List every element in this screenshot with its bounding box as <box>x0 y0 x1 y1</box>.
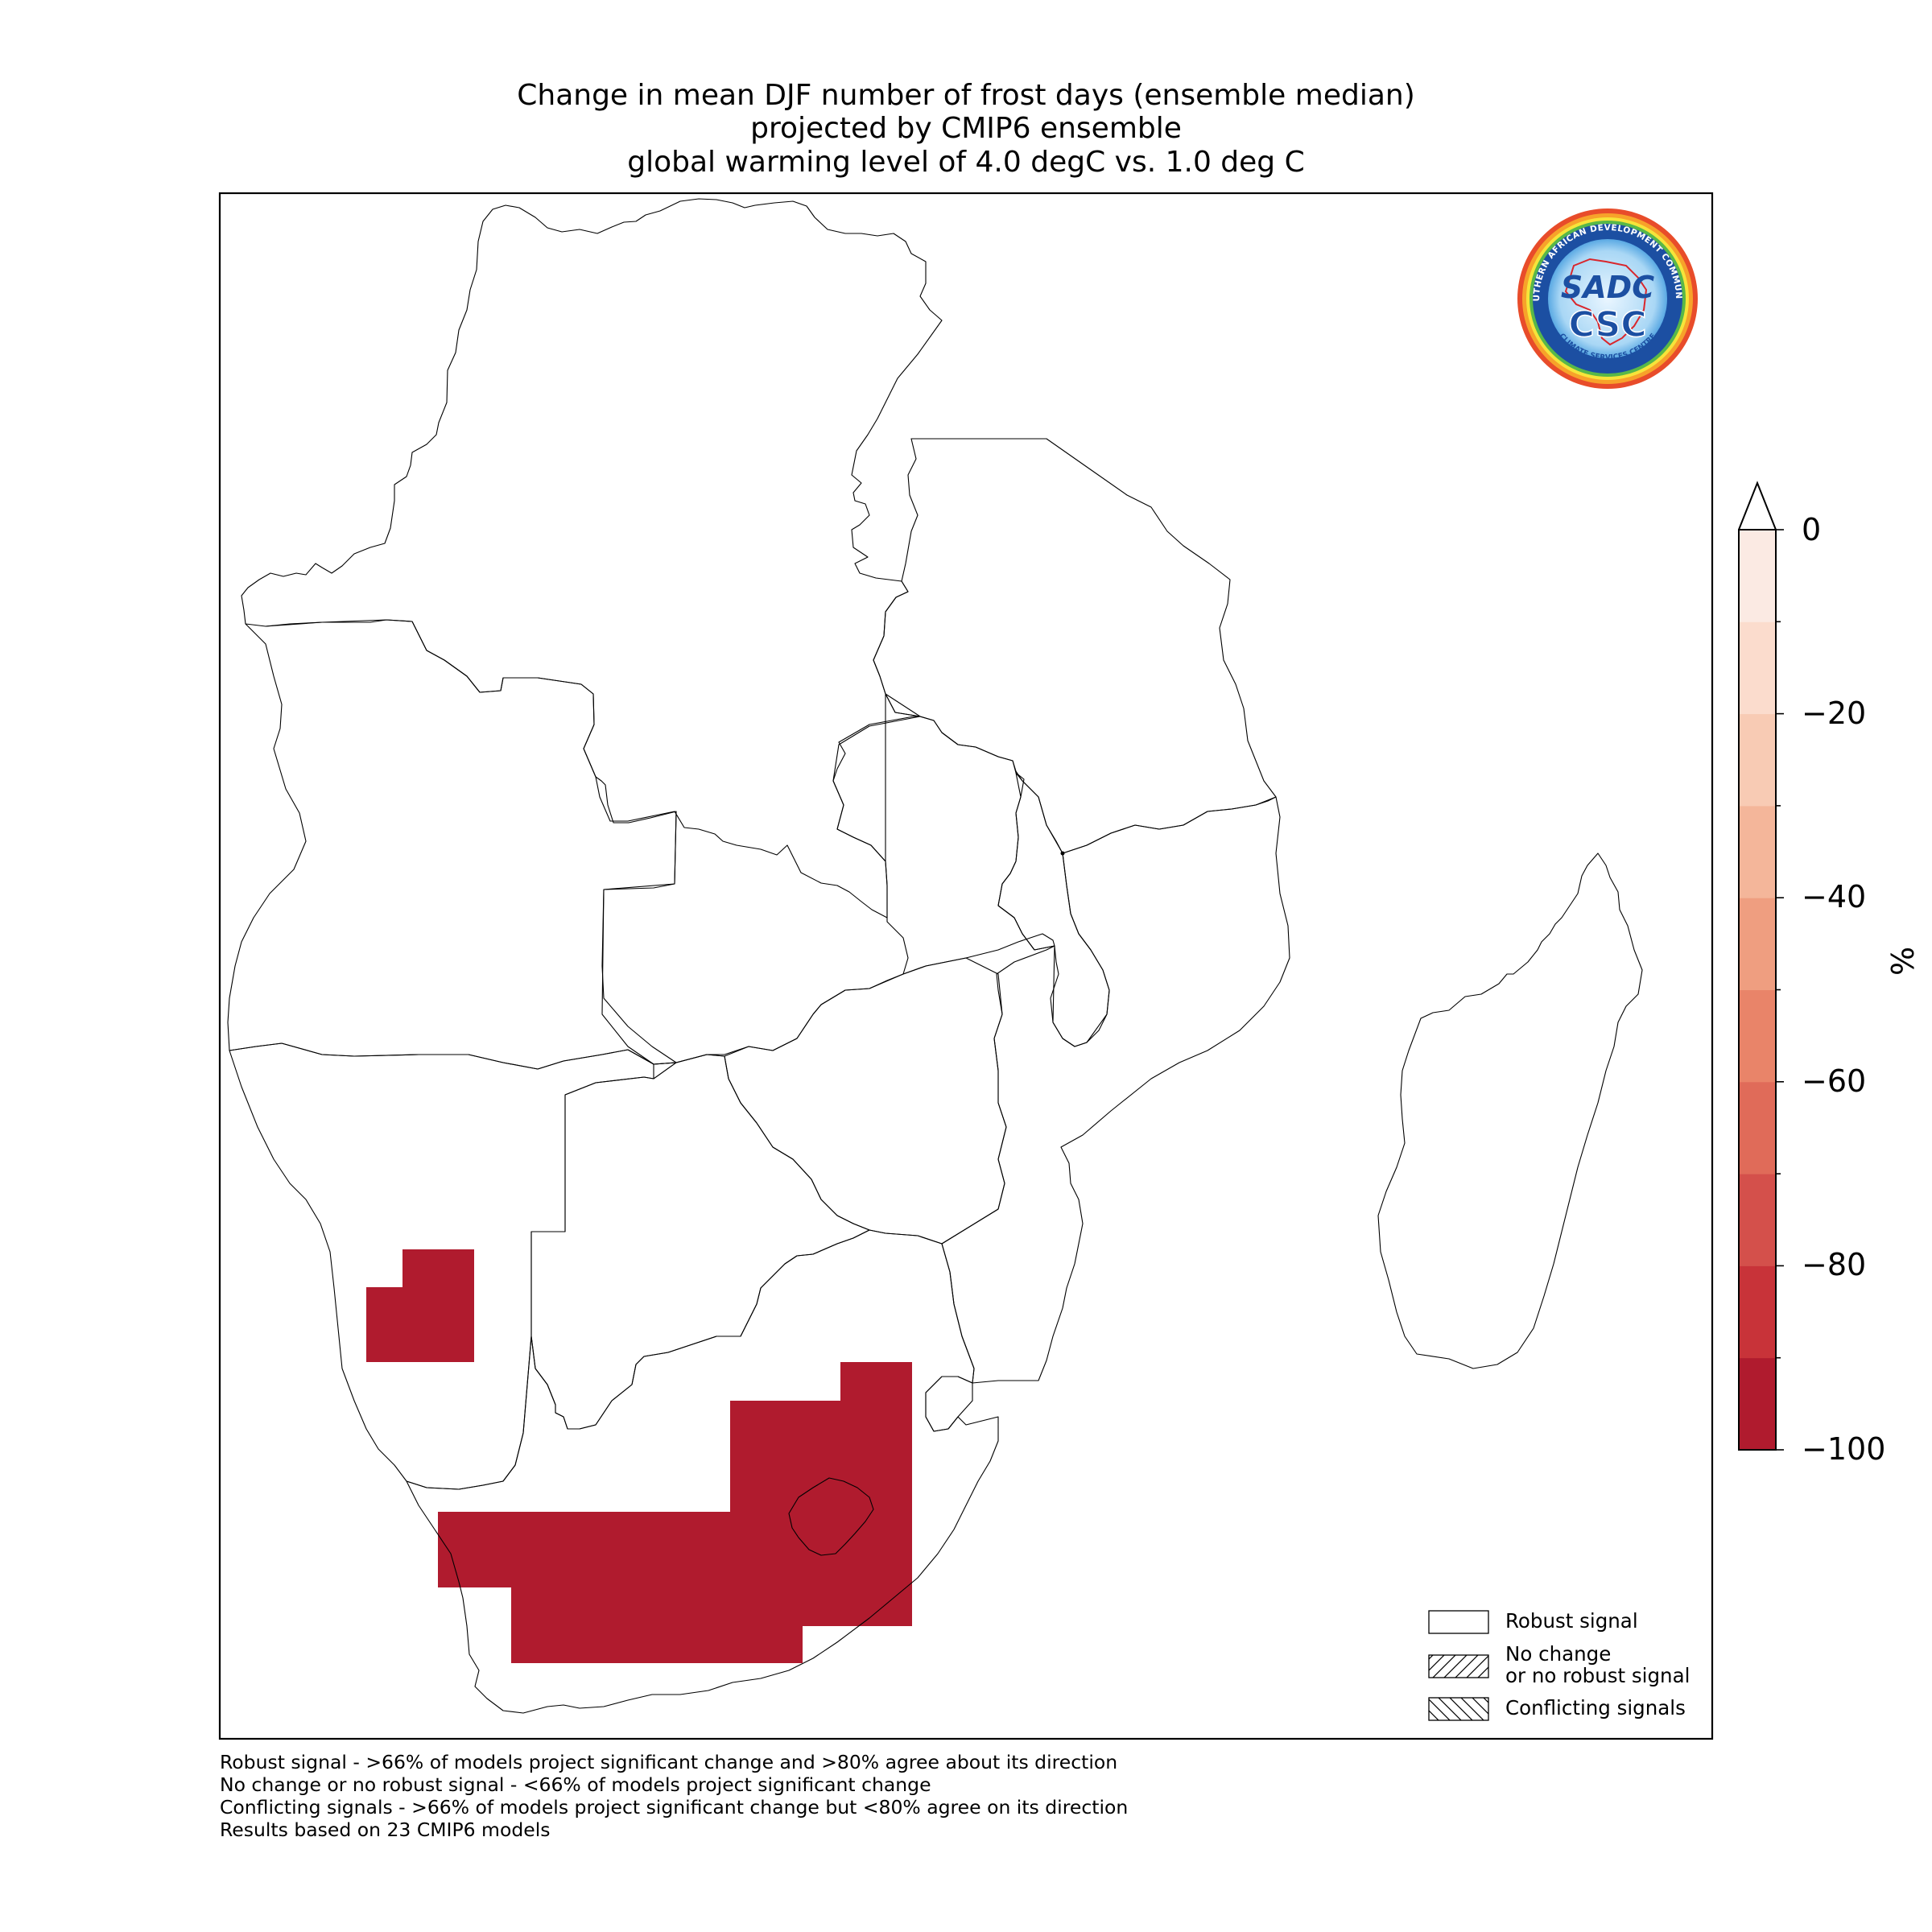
border-drc <box>241 198 943 919</box>
colorbar-tick-label-minus100: −100 <box>1802 1431 1886 1467</box>
lake-island-dot <box>1060 851 1065 856</box>
legend-label-robust: Robust signal <box>1505 1609 1638 1633</box>
colorbar-cell <box>1739 713 1776 807</box>
footnote-no-change: No change or no robust signal - <66% of … <box>220 1773 931 1796</box>
colorbar-cell <box>1739 1265 1776 1359</box>
colorbar-cell <box>1739 989 1776 1083</box>
border-eswatini <box>925 1376 973 1432</box>
border-lesotho <box>788 1477 874 1556</box>
colorbar-cell <box>1739 1174 1776 1266</box>
colorbar-tick-label-minus80: −80 <box>1802 1247 1867 1282</box>
logo-mark-top: SADC <box>1561 270 1654 305</box>
colorbar-cell <box>1739 530 1776 622</box>
legend-label-no-change-line1: No change <box>1505 1642 1612 1666</box>
footnote-robust-signal: Robust signal - >66% of models project s… <box>220 1751 1118 1773</box>
colorbar-cell <box>1739 1081 1776 1174</box>
colorbar-tick-label-minus60: −60 <box>1802 1063 1867 1099</box>
colorbar-cell <box>1739 805 1776 898</box>
logo-africa-outline <box>1564 258 1648 346</box>
colorbar-unit-label: % <box>1885 946 1921 976</box>
map-title-line-2: projected by CMIP6 ensemble <box>750 112 1182 145</box>
colorbar-tick-label-minus20: −20 <box>1802 696 1867 731</box>
legend-swatch-no-change <box>1428 1654 1489 1678</box>
value-cells <box>366 1249 912 1663</box>
colorbar-cells <box>1739 530 1776 1451</box>
colorbar <box>1738 481 1784 1451</box>
map-title-line-1: Change in mean DJF number of frost days … <box>517 79 1415 112</box>
map-frame <box>218 192 1714 1740</box>
footnote-conflicting: Conflicting signals - >66% of models pro… <box>220 1796 1129 1818</box>
colorbar-cell <box>1739 621 1776 715</box>
logo-mark-bottom: CSC <box>1568 304 1646 345</box>
cell-block-namibia <box>366 1249 474 1362</box>
legend-label-conflicting: Conflicting signals <box>1505 1696 1686 1719</box>
map-title-line-3: global warming level of 4.0 degC vs. 1.0… <box>627 146 1305 179</box>
logo-inner-disc <box>1548 239 1667 358</box>
signal-legend <box>1428 1610 1489 1721</box>
legend-swatch-conflicting <box>1428 1697 1489 1721</box>
country-borders <box>227 198 1643 1714</box>
legend-swatch-robust <box>1428 1610 1489 1634</box>
colorbar-ticks <box>1776 529 1784 1451</box>
border-madagascar <box>1377 852 1643 1369</box>
colorbar-extend-arrow <box>1738 481 1777 530</box>
cell-block-south-africa <box>438 1362 912 1663</box>
border-angola <box>227 619 677 1070</box>
legend-label-no-change-line2: or no robust signal <box>1505 1664 1690 1687</box>
colorbar-cell <box>1739 1357 1776 1451</box>
colorbar-cell <box>1739 898 1776 990</box>
colorbar-tick-label-minus40: −40 <box>1802 879 1867 914</box>
colorbar-tick-label-0: 0 <box>1802 512 1822 547</box>
footnote-model-count: Results based on 23 CMIP6 models <box>220 1818 551 1841</box>
